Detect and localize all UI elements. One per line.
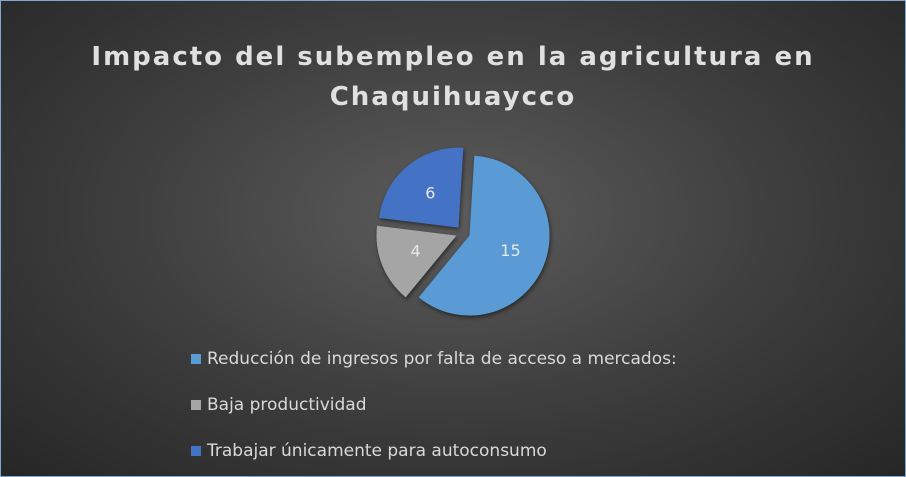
data-label: 6 xyxy=(425,183,435,202)
legend-swatch xyxy=(191,354,201,364)
data-label: 4 xyxy=(411,241,421,260)
pie-slice xyxy=(376,225,457,298)
pie-slice xyxy=(379,147,464,228)
legend-label: Trabajar únicamente para autoconsumo xyxy=(206,441,547,461)
legend-swatch xyxy=(191,446,201,456)
legend-label: Baja productividad xyxy=(207,395,367,415)
data-label: 15 xyxy=(500,241,520,260)
legend-swatch xyxy=(191,400,201,410)
pie-slice xyxy=(418,155,550,316)
chart-title: Impacto del subempleo en la agricultura … xyxy=(91,42,815,112)
legend-label: Reducción de ingresos por falta de acces… xyxy=(207,349,677,369)
